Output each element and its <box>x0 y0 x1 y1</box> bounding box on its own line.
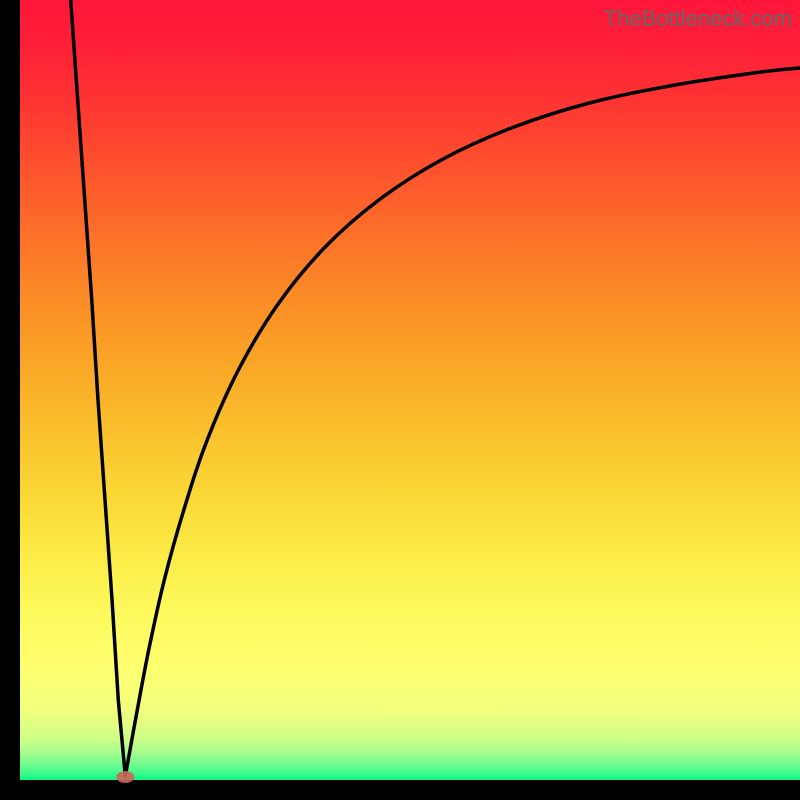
bottleneck-curve-chart <box>0 0 800 800</box>
border-bottom <box>0 780 800 800</box>
minimum-marker <box>116 771 134 783</box>
chart-container: TheBottleneck.com <box>0 0 800 800</box>
gradient-background <box>20 0 800 780</box>
border-left <box>0 0 20 800</box>
watermark-text: TheBottleneck.com <box>604 6 792 32</box>
